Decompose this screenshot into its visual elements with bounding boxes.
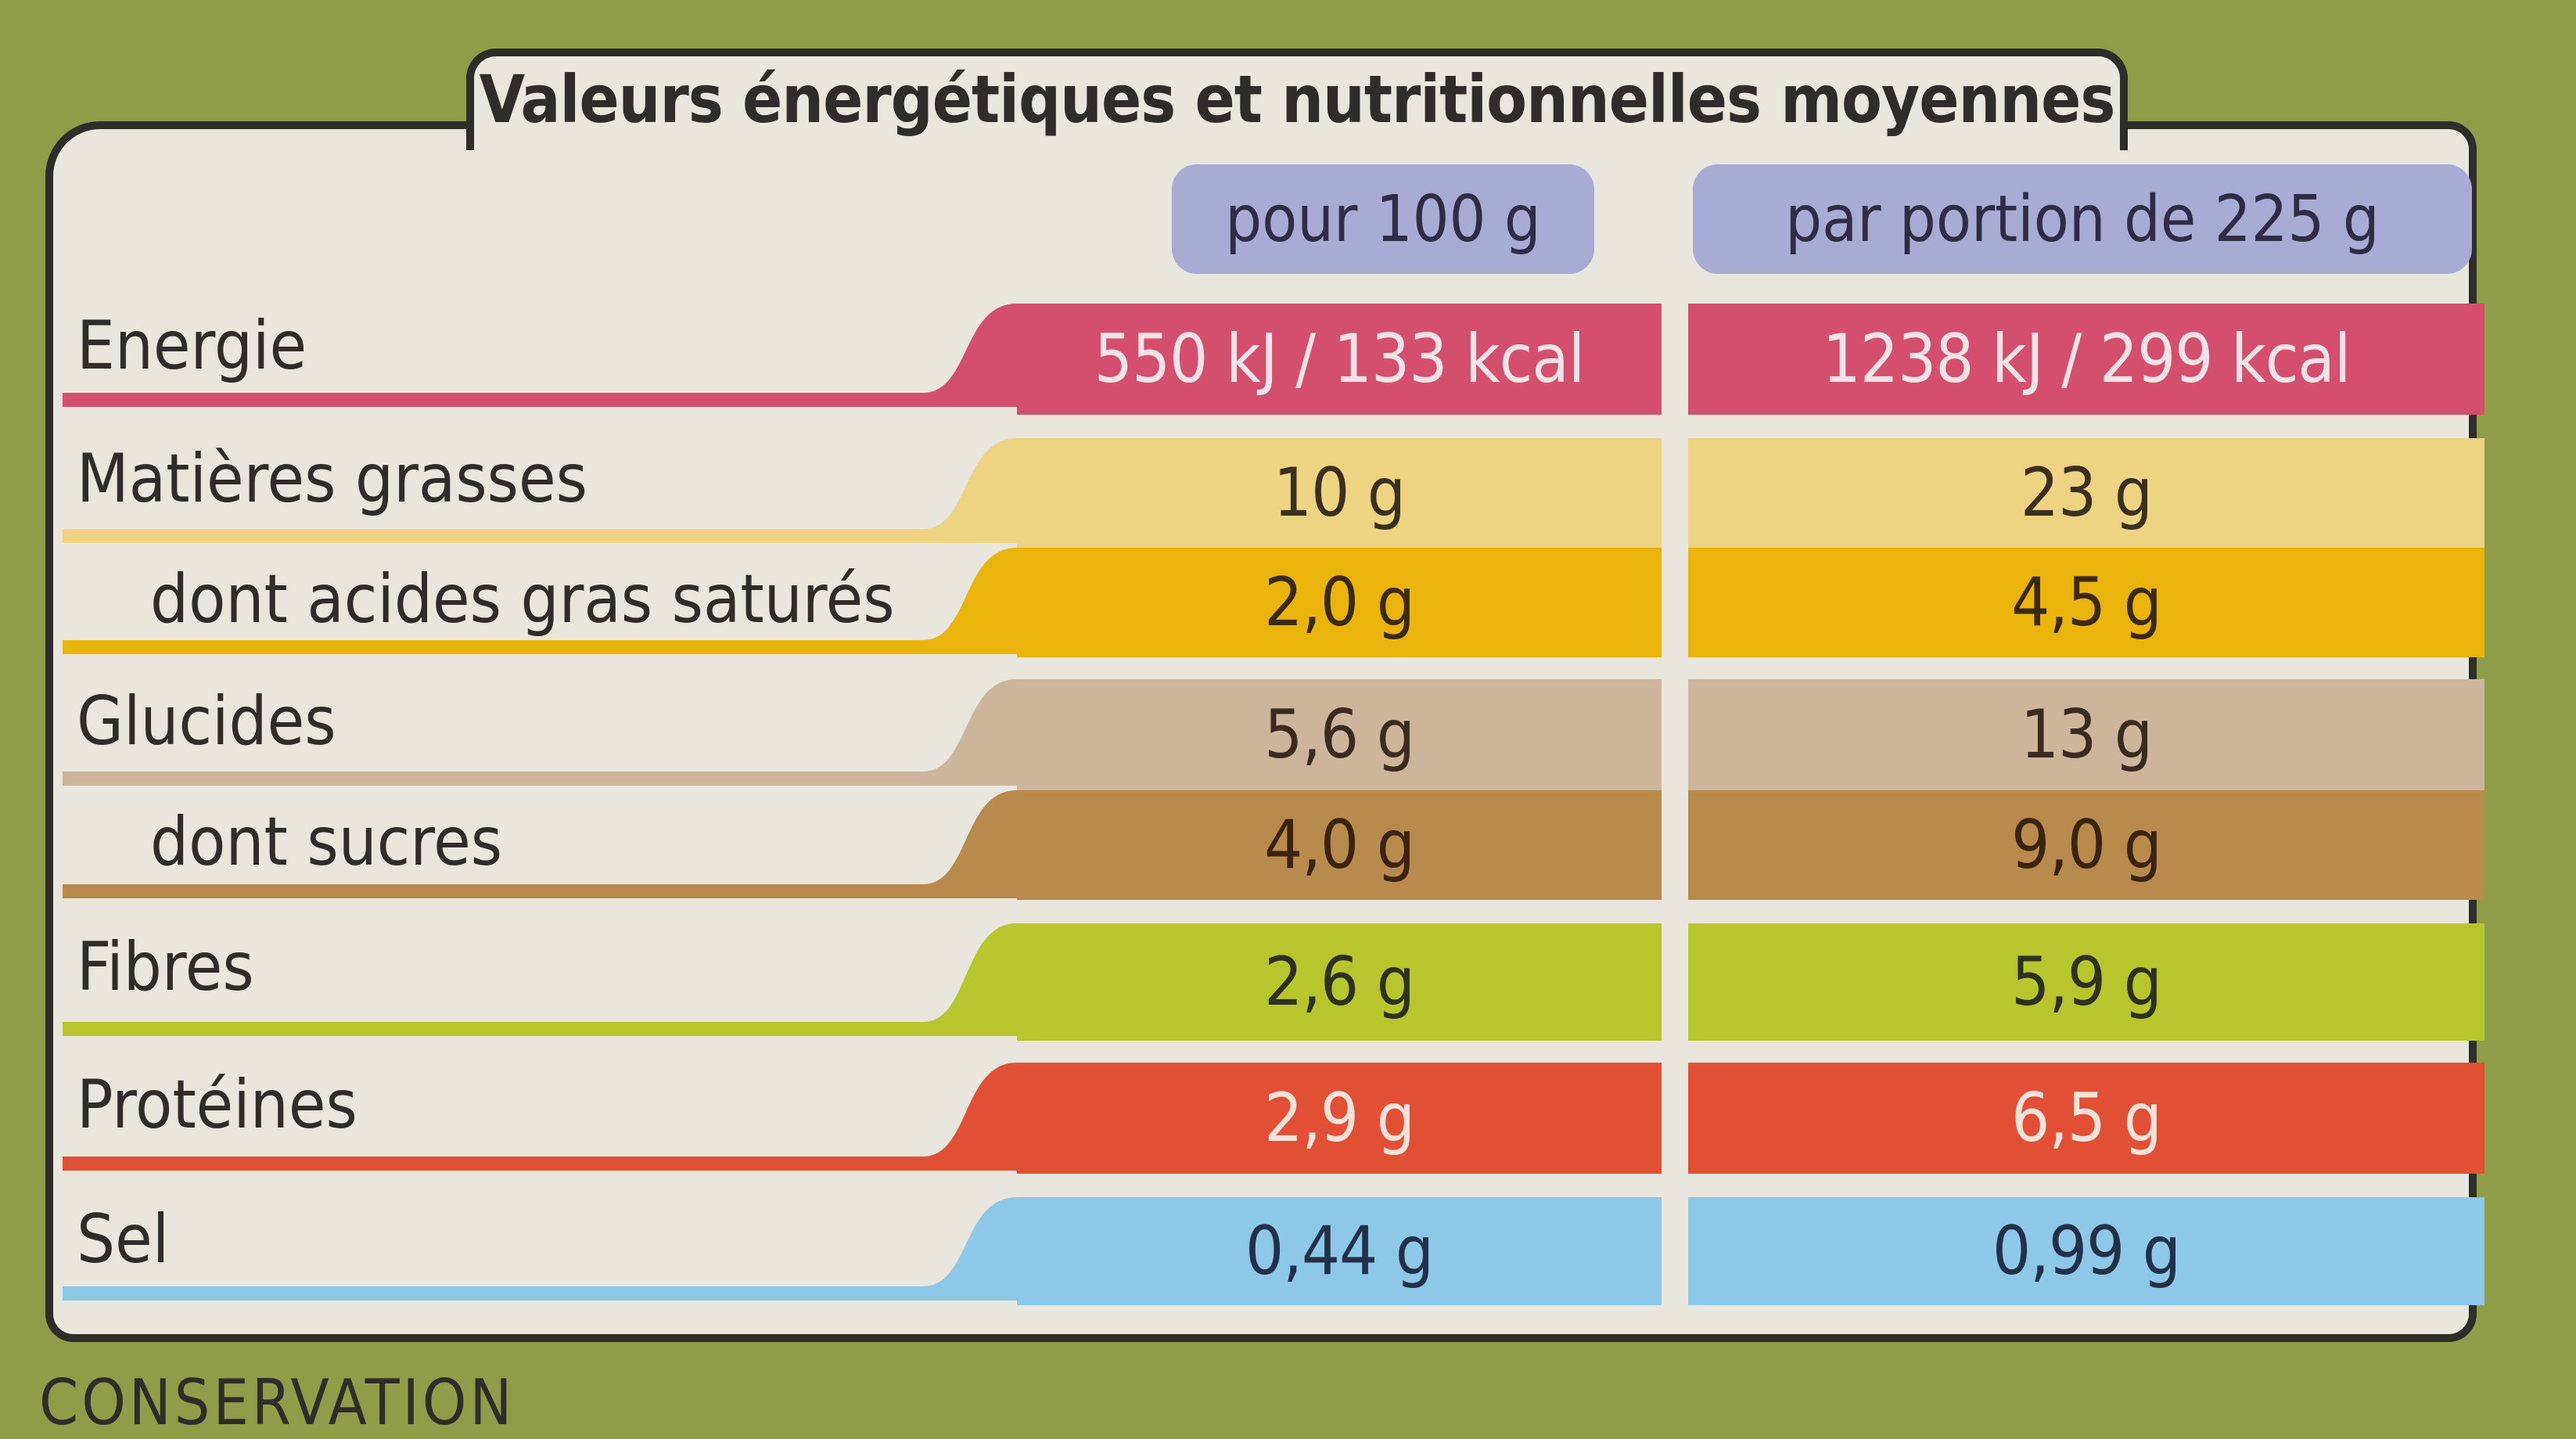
- row-label: Protéines: [77, 1066, 357, 1144]
- column-header-per-portion: par portion de 225 g: [1693, 164, 2472, 274]
- row-underline: [63, 1022, 993, 1036]
- value-per-100g: 2,6 g: [1017, 923, 1662, 1041]
- row-underline: [63, 772, 993, 786]
- value-per-100g: 10 g: [1017, 438, 1662, 548]
- row-curve: [923, 548, 1017, 654]
- value-per-portion: 0,99 g: [1688, 1197, 2484, 1305]
- column-header-per-100g: pour 100 g: [1172, 164, 1594, 274]
- row-underline: [63, 393, 993, 407]
- row-label: Glucides: [77, 682, 336, 761]
- row-underline: [63, 1157, 993, 1171]
- value-per-portion: 1238 kJ / 299 kcal: [1688, 304, 2484, 415]
- row-underline: [63, 1286, 993, 1300]
- value-per-100g: 2,0 g: [1017, 548, 1662, 657]
- row-underline: [63, 529, 993, 543]
- row-label: Fibres: [77, 928, 254, 1006]
- value-per-portion: 13 g: [1688, 679, 2484, 790]
- row-underline: [63, 884, 993, 898]
- value-per-portion: 6,5 g: [1688, 1063, 2484, 1174]
- row-curve: [923, 304, 1017, 407]
- value-per-100g: 0,44 g: [1017, 1197, 1662, 1305]
- footer-text: CONSERVATION: [39, 1366, 516, 1439]
- row-curve: [923, 1063, 1017, 1171]
- value-per-portion: 4,5 g: [1688, 548, 2484, 657]
- column-separator: [1663, 304, 1688, 1305]
- value-per-portion: 5,9 g: [1688, 923, 2484, 1041]
- value-per-100g: 550 kJ / 133 kcal: [1017, 304, 1662, 415]
- row-label: Sel: [77, 1200, 170, 1279]
- row-label: dont sucres: [150, 803, 503, 881]
- row-curve: [923, 438, 1017, 543]
- value-per-100g: 5,6 g: [1017, 679, 1662, 790]
- row-curve: [923, 1197, 1017, 1300]
- row-curve: [923, 790, 1017, 898]
- row-label: Energie: [77, 307, 307, 385]
- value-per-100g: 4,0 g: [1017, 790, 1662, 900]
- value-per-100g: 2,9 g: [1017, 1063, 1662, 1174]
- value-per-portion: 9,0 g: [1688, 790, 2484, 900]
- row-label: Matières grasses: [77, 440, 587, 518]
- row-label: dont acides gras saturés: [150, 560, 895, 639]
- value-per-portion: 23 g: [1688, 438, 2484, 548]
- table-title: Valeurs énergétiques et nutritionnelles …: [479, 61, 2116, 138]
- row-curve: [923, 679, 1017, 786]
- row-curve: [923, 923, 1017, 1036]
- row-underline: [63, 640, 993, 654]
